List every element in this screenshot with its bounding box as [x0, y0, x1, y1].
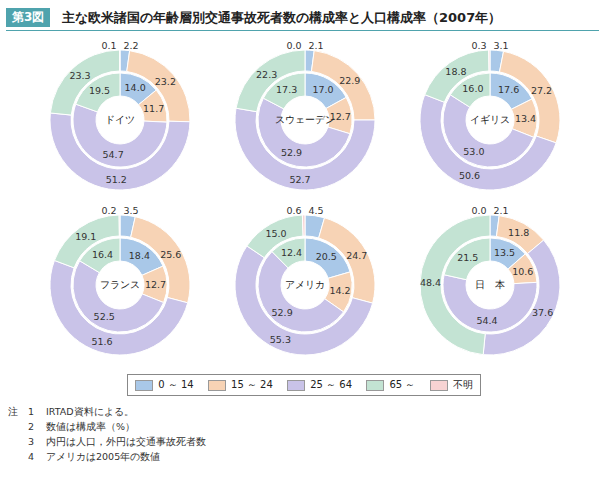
- html-text:4: 4: [28, 451, 34, 462]
- svg-text:24.7: 24.7: [346, 250, 367, 261]
- svg-text:52.7: 52.7: [289, 174, 310, 185]
- html-text:イギリス: イギリス: [470, 114, 510, 125]
- svg-text:23.3: 23.3: [69, 70, 90, 81]
- html-text:第3図: 第3図: [12, 10, 45, 24]
- svg-text:18.8: 18.8: [445, 66, 466, 77]
- svg-text:21.5: 21.5: [457, 252, 478, 263]
- svg-text:18.4: 18.4: [129, 250, 150, 261]
- svg-text:11.8: 11.8: [508, 227, 529, 238]
- svg-text:52.5: 52.5: [94, 311, 115, 322]
- html-text:不明: 不明: [452, 379, 473, 390]
- svg-text:12.7: 12.7: [330, 111, 351, 122]
- svg-text:37.6: 37.6: [532, 307, 553, 318]
- svg-text:22.3: 22.3: [256, 69, 277, 80]
- svg-text:11.7: 11.7: [143, 103, 164, 114]
- svg-text:16.0: 16.0: [462, 83, 483, 94]
- svg-text:20.5: 20.5: [316, 251, 337, 262]
- html-text:3: 3: [28, 436, 34, 447]
- svg-text:48.4: 48.4: [420, 277, 441, 288]
- html-text:内円は人口，外円は交通事故死者数: 内円は人口，外円は交通事故死者数: [46, 436, 206, 447]
- svg-text:12.7: 12.7: [145, 279, 166, 290]
- svg-text:4.5: 4.5: [308, 205, 323, 216]
- svg-text:15.0: 15.0: [265, 228, 286, 239]
- svg-text:55.3: 55.3: [270, 334, 291, 345]
- svg-text:2.2: 2.2: [123, 40, 138, 51]
- svg-text:12.4: 12.4: [281, 247, 302, 258]
- svg-text:17.3: 17.3: [276, 84, 297, 95]
- html-text:フランス: フランス: [100, 279, 140, 290]
- svg-text:0.2: 0.2: [101, 205, 116, 216]
- html-text:スウェーデン: スウェーデン: [275, 114, 335, 125]
- html-text:65 ～: 65 ～: [389, 379, 416, 390]
- svg-text:50.6: 50.6: [459, 170, 480, 181]
- svg-text:3.1: 3.1: [493, 40, 508, 51]
- html-text:1: 1: [28, 406, 34, 417]
- html-text:2: 2: [28, 421, 34, 432]
- svg-text:2.1: 2.1: [493, 205, 508, 216]
- svg-text:52.9: 52.9: [281, 147, 302, 158]
- svg-text:14.0: 14.0: [125, 82, 146, 93]
- html-text:ドイツ: ドイツ: [105, 114, 135, 125]
- svg-text:0.6: 0.6: [286, 205, 301, 216]
- svg-text:13.5: 13.5: [494, 247, 515, 258]
- svg-text:53.0: 53.0: [463, 146, 484, 157]
- svg-text:52.9: 52.9: [272, 307, 293, 318]
- svg-text:10.6: 10.6: [512, 266, 533, 277]
- html-text:25 ～ 64: 25 ～ 64: [310, 379, 352, 390]
- html-text:IRTAD資料による。: IRTAD資料による。: [46, 406, 134, 417]
- svg-text:14.2: 14.2: [329, 285, 350, 296]
- svg-text:54.4: 54.4: [477, 315, 498, 326]
- svg-text:0.1: 0.1: [101, 40, 116, 51]
- html-text:数値は構成率（%）: 数値は構成率（%）: [46, 421, 135, 432]
- html-text:0 ～ 14: 0 ～ 14: [158, 379, 194, 390]
- html-text:主な欧米諸国の年齢層別交通事故死者数の構成率と人口構成率（2: 主な欧米諸国の年齢層別交通事故死者数の構成率と人口構成率（2007年）: [62, 10, 502, 25]
- svg-text:17.6: 17.6: [498, 84, 519, 95]
- svg-text:22.9: 22.9: [339, 75, 360, 86]
- html-text:日 本: 日 本: [475, 279, 505, 290]
- svg-text:13.4: 13.4: [515, 113, 536, 124]
- svg-text:16.4: 16.4: [92, 249, 113, 260]
- svg-text:19.1: 19.1: [75, 231, 96, 242]
- html-text:アメリカは2005年の数値: アメリカは2005年の数値: [46, 451, 161, 462]
- svg-text:19.5: 19.5: [89, 85, 110, 96]
- svg-text:3.5: 3.5: [123, 205, 138, 216]
- svg-text:17.0: 17.0: [313, 84, 334, 95]
- svg-text:2.1: 2.1: [308, 40, 323, 51]
- html-text:注: 注: [8, 406, 18, 417]
- svg-text:23.2: 23.2: [155, 76, 176, 87]
- svg-text:54.7: 54.7: [103, 149, 124, 160]
- svg-text:25.6: 25.6: [160, 249, 181, 260]
- svg-text:0.0: 0.0: [471, 205, 486, 216]
- html-text:アメリカ: アメリカ: [285, 279, 325, 290]
- svg-text:0.0: 0.0: [286, 40, 301, 51]
- svg-text:51.6: 51.6: [91, 336, 112, 347]
- svg-text:0.3: 0.3: [471, 40, 486, 51]
- html-text:15 ～ 24: 15 ～ 24: [231, 379, 273, 390]
- svg-text:27.2: 27.2: [531, 85, 552, 96]
- svg-text:51.2: 51.2: [106, 174, 127, 185]
